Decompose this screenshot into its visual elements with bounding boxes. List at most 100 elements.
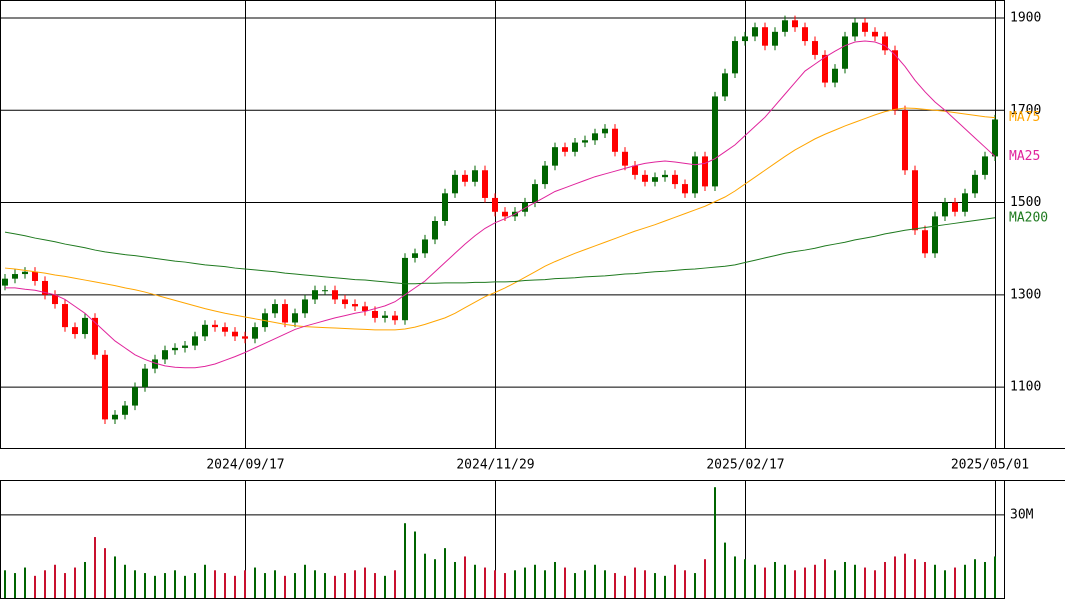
volume-bar [604,570,606,598]
ma-label: MA75 [1009,110,1040,125]
candle-body [292,313,298,323]
candle-body [62,304,68,328]
volume-panel [0,480,1005,599]
candle-body [142,368,148,388]
volume-bar [614,573,616,598]
volume-bar [654,573,656,598]
ma-label: MA200 [1009,210,1048,225]
volume-bar [164,573,166,598]
candle-body [632,165,638,175]
candle-body [862,22,868,32]
volume-bar [484,567,486,598]
candle-body [682,184,688,194]
candle-body [402,257,408,321]
volume-bar [724,542,726,598]
y-tick-label: 1500 [1010,195,1041,210]
candle-body [352,304,358,307]
volume-bar [84,561,86,598]
volume-bar [14,573,16,598]
volume-bar [414,531,416,598]
volume-bar [134,570,136,598]
volume-bar [104,548,106,598]
volume-bar [694,573,696,598]
candle-body [782,20,788,32]
candle-body [982,156,988,175]
candle-body [502,211,508,217]
y-tick-label: 1300 [1010,287,1041,302]
volume-bar [874,570,876,598]
moving-average-line [4,217,996,285]
volume-bar [574,573,576,598]
candle-body [432,221,438,240]
volume-bar [544,570,546,598]
volume-bar [684,570,686,598]
candle-body [842,36,848,69]
candle-body [32,271,38,281]
volume-bar [884,561,886,598]
candle-body [12,274,18,279]
volume-bar [174,570,176,598]
candle-body [202,324,208,337]
candle-body [602,128,608,134]
candle-body [122,405,128,415]
candle-body [2,278,8,286]
candle-body [172,347,178,351]
volume-bar [254,567,256,598]
candle-body [912,170,918,231]
volume-bar [34,575,36,598]
candle-body [902,110,908,171]
candle-body [922,230,928,254]
volume-bar [444,548,446,598]
volume-bar [364,567,366,598]
volume-bar [784,564,786,598]
candle-body [662,174,668,178]
candle-body [102,354,108,420]
volume-bar [284,575,286,598]
volume-bar [914,559,916,598]
x-tick-label: 2025/05/01 [951,458,1029,473]
candle-body [92,317,98,355]
candle-body [522,202,528,212]
volume-bar [804,567,806,598]
ma-label: MA25 [1009,149,1040,164]
volume-bar [54,564,56,598]
volume-bar [534,564,536,598]
volume-bar [704,559,706,598]
volume-bar [624,575,626,598]
volume-bar [234,575,236,598]
candle-body [962,193,968,212]
volume-bar [514,570,516,598]
volume-bar [214,570,216,598]
candle-body [652,177,658,182]
volume-bar [664,575,666,598]
candle-body [412,253,418,258]
y-tick-label: 1900 [1010,10,1041,25]
candle-body [232,331,238,337]
x-tick-label: 2025/02/17 [706,458,784,473]
volume-bar [764,567,766,598]
volume-bar [934,564,936,598]
volume-bar [554,561,556,598]
candle-body [332,290,338,300]
candle-body [72,327,78,335]
candle-body [302,299,308,314]
volume-bar [384,575,386,598]
volume-bar [184,575,186,598]
volume-bar [194,573,196,598]
candle-body [82,317,88,335]
volume-bar [454,561,456,598]
candle-body [372,310,378,318]
candle-body [272,304,278,314]
candle-body [992,119,998,157]
candle-body [532,184,538,203]
volume-bar [404,523,406,598]
candle-body [832,68,838,83]
volume-bar [464,556,466,598]
volume-bar [844,561,846,598]
volume-bar [964,564,966,598]
volume-bar [224,573,226,598]
volume-bar [4,570,6,598]
volume-bar [774,561,776,598]
y-tick-label: 1100 [1010,380,1041,395]
volume-bar [274,570,276,598]
